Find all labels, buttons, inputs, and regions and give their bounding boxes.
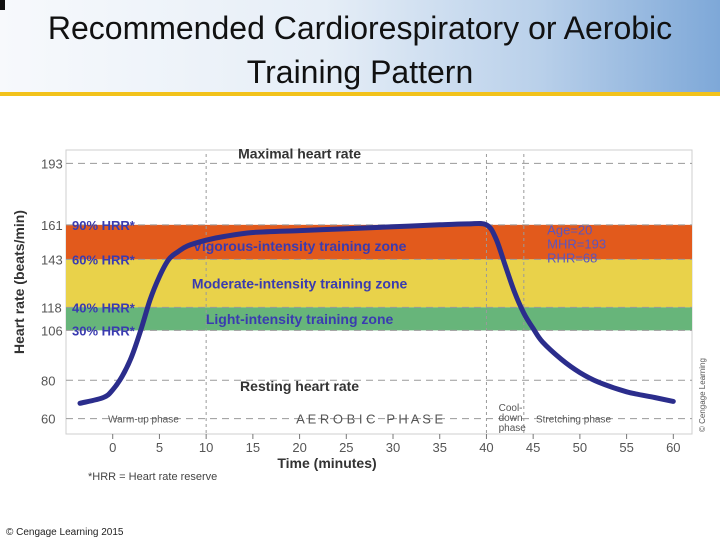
info-text-2: RHR=68 bbox=[547, 250, 597, 265]
slide-title-line-1: Recommended Cardiorespiratory or Aerobic bbox=[47, 10, 673, 46]
y-tick-label-1: 80 bbox=[41, 373, 55, 388]
y-tick-label-0: 60 bbox=[41, 412, 55, 427]
y-tick-label-2: 106 bbox=[41, 323, 63, 338]
hrr-label-2: 40% HRR* bbox=[72, 300, 136, 315]
x-tick-label-1: 5 bbox=[156, 440, 163, 455]
y-tick-label-3: 118 bbox=[41, 300, 62, 315]
info-text-1: MHR=193 bbox=[547, 236, 606, 251]
x-tick-label-8: 40 bbox=[479, 440, 493, 455]
title-underline-rule bbox=[0, 92, 720, 96]
zone-band-0 bbox=[66, 224, 692, 260]
stretching-phase-label: Stretching phase bbox=[536, 415, 611, 426]
chart-credit-label: © Cengage Learning bbox=[698, 358, 707, 432]
x-tick-label-9: 45 bbox=[526, 440, 540, 455]
heart-rate-curve bbox=[77, 220, 676, 406]
x-tick-label-4: 20 bbox=[292, 440, 306, 455]
x-tick-label-7: 35 bbox=[432, 440, 446, 455]
title-band bbox=[0, 0, 720, 96]
x-tick-label-0: 0 bbox=[109, 440, 116, 455]
y-tick-label-6: 193 bbox=[41, 156, 63, 171]
cooldown-phase-label-1: down bbox=[499, 413, 523, 424]
zone-label-2: Light-intensity training zone bbox=[206, 311, 394, 327]
zone-band-2 bbox=[66, 307, 692, 331]
hrr-label-0: 90% HRR* bbox=[72, 218, 136, 233]
info-text-0: Age=20 bbox=[547, 222, 592, 237]
warmup-phase-label: Warm-up phase bbox=[108, 415, 179, 426]
y-tick-label-4: 143 bbox=[41, 252, 63, 267]
training-pattern-chart: 60 80 106 118 143 161 193 0 5 10 15 20 25 30 35 40 45 50 5… bbox=[11, 145, 707, 480]
hrr-footnote: *HRR = Heart rate reserve bbox=[88, 471, 217, 480]
title-corner-mark bbox=[0, 0, 5, 10]
maximal-heart-rate-label: Maximal heart rate bbox=[238, 145, 361, 161]
zone-band-1 bbox=[66, 259, 692, 308]
cooldown-phase-label-0: Cool- bbox=[499, 403, 523, 414]
x-tick-label-10: 50 bbox=[573, 440, 587, 455]
aerobic-phase-label: A E R O B I C P H A S E bbox=[296, 412, 443, 427]
footer-copyright: © Cengage Learning 2015 bbox=[6, 527, 124, 538]
cooldown-phase-label-2: phase bbox=[499, 423, 527, 434]
hrr-label-3: 30% HRR* bbox=[72, 323, 136, 338]
slide-title: Recommended Cardiorespiratory or Aerobic… bbox=[0, 6, 720, 94]
x-tick-label-5: 25 bbox=[339, 440, 353, 455]
slide-title-line-2: Training Pattern bbox=[246, 54, 474, 90]
zone-label-1: Moderate-intensity training zone bbox=[192, 275, 408, 291]
x-tick-label-12: 60 bbox=[666, 440, 680, 455]
x-tick-label-11: 55 bbox=[619, 440, 633, 455]
x-axis-title: Time (minutes) bbox=[277, 455, 376, 471]
y-tick-label-5: 161 bbox=[41, 218, 63, 233]
x-tick-label-3: 15 bbox=[246, 440, 260, 455]
x-tick-label-2: 10 bbox=[199, 440, 213, 455]
y-axis-title: Heart rate (beats/min) bbox=[11, 210, 27, 354]
x-tick-label-6: 30 bbox=[386, 440, 400, 455]
resting-heart-rate-label: Resting heart rate bbox=[240, 378, 359, 394]
hrr-label-1: 60% HRR* bbox=[72, 252, 136, 267]
zone-label-0: Vigorous-intensity training zone bbox=[193, 238, 407, 254]
